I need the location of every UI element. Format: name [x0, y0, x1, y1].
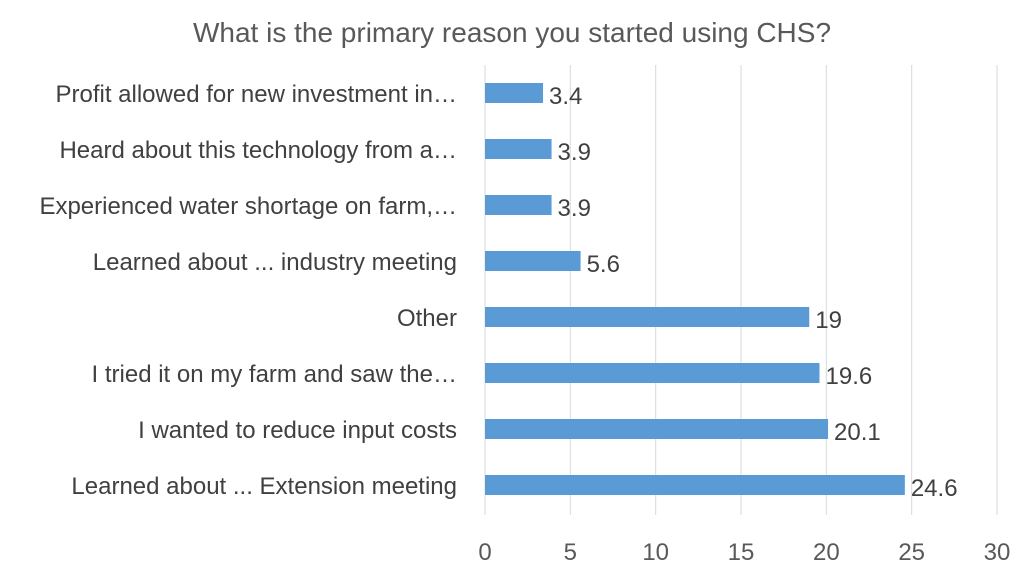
- category-label: Other: [397, 305, 457, 332]
- category-label: Profit allowed for new investment in…: [55, 81, 457, 108]
- x-tick-label: 0: [478, 539, 491, 566]
- data-label: 5.6: [587, 251, 620, 278]
- data-label: 3.4: [549, 83, 582, 110]
- chart-title: What is the primary reason you started u…: [193, 17, 831, 48]
- data-label: 19: [815, 307, 842, 334]
- bar: [485, 475, 905, 495]
- x-tick-label: 20: [813, 539, 840, 566]
- bar: [485, 139, 552, 159]
- category-label: I wanted to reduce input costs: [138, 417, 457, 444]
- category-label: Learned about ... industry meeting: [93, 249, 457, 276]
- bar: [485, 195, 552, 215]
- data-label: 19.6: [826, 363, 873, 390]
- bar: [485, 363, 820, 383]
- x-tick-label: 10: [642, 539, 669, 566]
- data-label: 20.1: [834, 419, 881, 446]
- bar: [485, 307, 810, 327]
- data-label: 3.9: [558, 195, 591, 222]
- category-label: I tried it on my farm and saw the…: [92, 361, 457, 388]
- bar: [485, 251, 581, 271]
- bar: [485, 83, 544, 103]
- x-tick-label: 25: [898, 539, 925, 566]
- x-tick-label: 5: [564, 539, 577, 566]
- category-label: Learned about ... Extension meeting: [71, 473, 457, 500]
- category-label: Heard about this technology from a…: [59, 137, 457, 164]
- data-label: 3.9: [558, 139, 591, 166]
- bar: [485, 419, 829, 439]
- category-label: Experienced water shortage on farm,…: [39, 193, 457, 220]
- x-tick-label: 30: [984, 539, 1011, 566]
- data-label: 24.6: [911, 475, 958, 502]
- x-tick-label: 15: [728, 539, 755, 566]
